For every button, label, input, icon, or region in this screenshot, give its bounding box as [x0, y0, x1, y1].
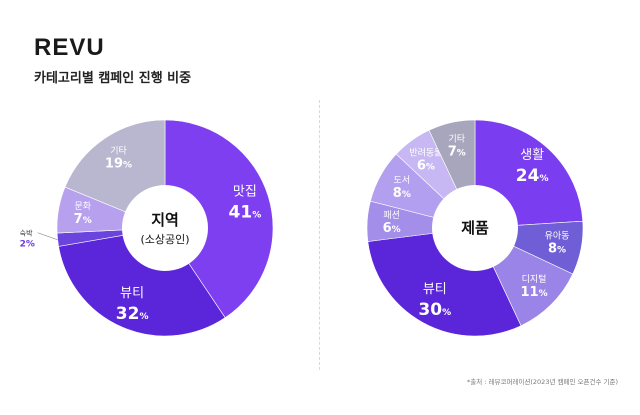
slice-value-0-2: 2% — [20, 240, 35, 250]
source-note: *출처 : 레뷰코퍼레이션(2023년 캠페인 오픈건수 기준) — [466, 378, 618, 386]
center-subtitle-0: (소상공인) — [140, 233, 189, 246]
slice-value-1-7: 7% — [448, 145, 466, 160]
slice-value-0-4: 19% — [105, 157, 132, 172]
slice-label-1-4: 패션 — [383, 210, 400, 221]
slice-value-1-2: 11% — [520, 285, 547, 300]
slice-value-1-4: 6% — [383, 221, 401, 236]
slice-label-0-0: 맛집 — [233, 185, 257, 200]
slice-label-1-1: 유아동 — [545, 231, 570, 242]
slice-0-0 — [164, 119, 274, 319]
leader-line-0-2 — [37, 232, 58, 241]
center-title-0: 지역 — [151, 211, 179, 229]
slice-label-0-1: 뷰티 — [120, 286, 144, 301]
page-title: 카테고리별 캠페인 진행 비중 — [34, 71, 192, 86]
slice-label-1-6: 반려동물 — [409, 147, 442, 158]
slice-label-0-4: 기타 — [110, 146, 127, 157]
slice-label-1-0: 생활 — [520, 148, 544, 163]
slice-value-0-3: 7% — [74, 212, 92, 227]
donut-center-1 — [432, 185, 518, 271]
slice-value-1-1: 8% — [548, 242, 566, 257]
chart-divider — [319, 100, 320, 370]
slice-label-0-3: 문화 — [74, 201, 91, 212]
slice-label-1-5: 도서 — [394, 175, 411, 186]
slice-value-1-6: 6% — [417, 158, 435, 173]
slice-value-1-5: 8% — [393, 186, 411, 201]
slice-label-1-7: 기타 — [449, 134, 466, 145]
brand-logo: REVU — [34, 34, 105, 61]
slice-label-1-2: 디지털 — [522, 273, 547, 285]
center-title-1: 제품 — [461, 219, 489, 237]
slice-label-1-3: 뷰티 — [423, 282, 447, 297]
slice-label-0-2: 숙박 — [20, 229, 33, 238]
slice-0-1 — [58, 227, 226, 337]
donut-center-0 — [122, 185, 208, 271]
